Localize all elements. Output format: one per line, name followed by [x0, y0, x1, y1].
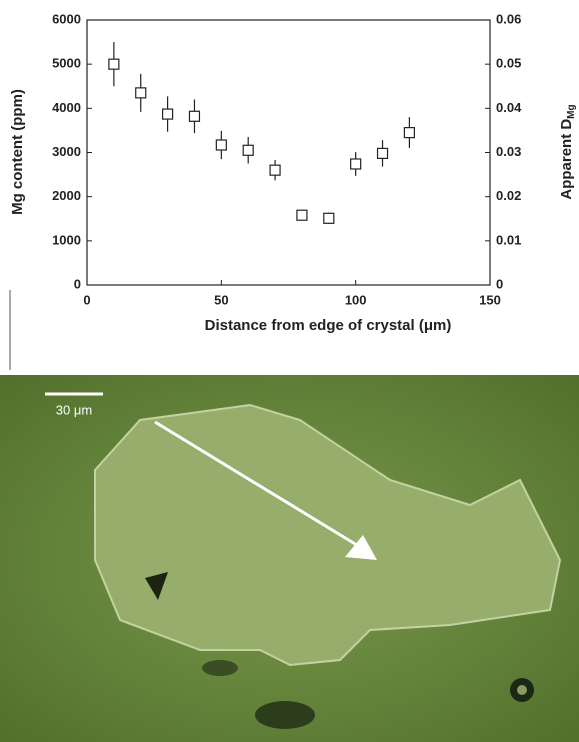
- y-tick-label: 5000: [52, 56, 81, 71]
- y2-tick-label: 0.05: [496, 56, 521, 71]
- y-tick-label: 0: [74, 276, 81, 291]
- y-tick-label: 1000: [52, 232, 81, 247]
- marker: [162, 108, 174, 120]
- y-tick-label: 2000: [52, 188, 81, 203]
- x-tick-label: 50: [214, 292, 228, 307]
- x-tick-label: 0: [83, 292, 90, 307]
- x-axis-label: Distance from edge of crystal (μm): [205, 317, 452, 334]
- y-tick-label: 4000: [52, 100, 81, 115]
- marker: [296, 209, 308, 221]
- marker: [188, 110, 201, 122]
- plot-frame: [86, 19, 491, 286]
- y2-tick-label: 0.06: [496, 11, 521, 26]
- y2-axis-label-main: Apparent D: [558, 119, 575, 200]
- y2-tick-label: 0.03: [496, 144, 521, 159]
- y2-tick-label: 0.02: [496, 188, 521, 203]
- marker: [269, 164, 281, 176]
- marker: [376, 147, 389, 159]
- marker: [215, 139, 227, 151]
- y-tick-label: 3000: [52, 144, 81, 159]
- marker: [323, 212, 335, 224]
- y2-axis-label-subscript: Mg: [566, 104, 577, 118]
- x-tick-label: 150: [479, 292, 501, 307]
- y2-tick-label: 0: [496, 276, 503, 291]
- marker: [135, 87, 147, 99]
- marker: [350, 158, 362, 170]
- y2-axis-label: Apparent DMg: [558, 104, 577, 199]
- y-tick-label: 6000: [52, 11, 81, 26]
- marker: [403, 127, 415, 139]
- scale-bar-label: 30 μm: [56, 402, 92, 417]
- micrograph: 30 μm: [0, 375, 579, 742]
- marker: [242, 144, 254, 156]
- marker: [108, 58, 120, 70]
- x-tick-label: 100: [345, 292, 367, 307]
- y2-tick-label: 0.04: [496, 100, 522, 115]
- y-axis-label: Mg content (ppm): [9, 89, 26, 215]
- y2-tick-label: 0.01: [496, 232, 521, 247]
